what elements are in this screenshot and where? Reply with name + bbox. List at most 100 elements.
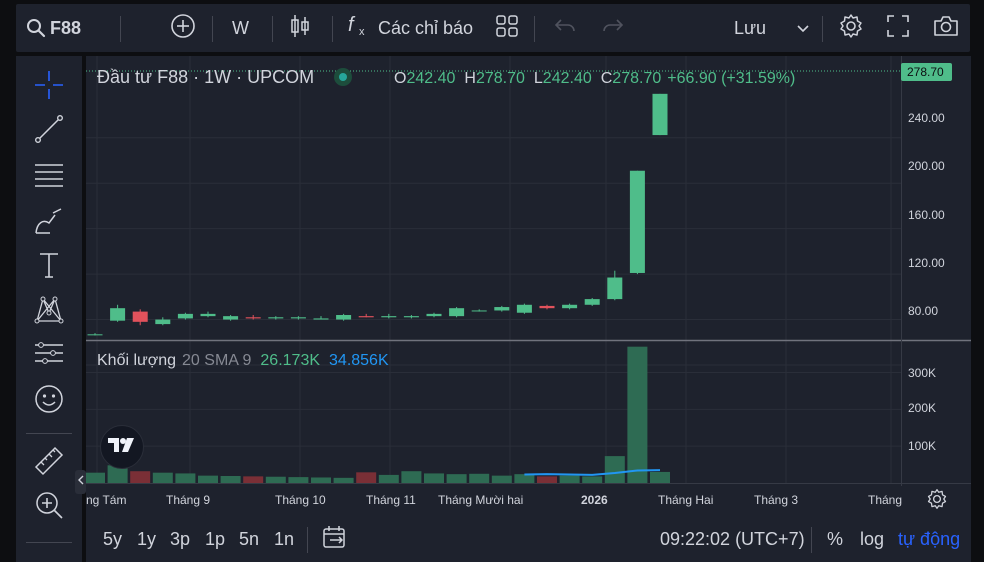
open-label: O [394,70,407,87]
candle-body [584,299,600,305]
range-label: 1n [274,529,295,549]
compare-symbol-button[interactable] [170,4,196,52]
candle-body [471,310,487,312]
chart-area[interactable]: 240.00 200.00 160.00 120.00 80.00 278.70… [86,56,971,562]
range-3p-button[interactable]: 3p [170,517,190,562]
timezone-button[interactable]: 09:22:02 (UTC+7) [660,517,805,562]
pattern-tool[interactable] [30,294,68,328]
candle-body [223,316,239,320]
candle-body [110,308,126,321]
brush-tool[interactable] [30,206,68,240]
volume-bar [559,475,580,483]
icons-tool[interactable] [30,384,68,418]
time-label: Tháng Mười hai [438,493,523,507]
candle-body [177,313,193,319]
divider [534,16,535,42]
settings-button[interactable] [838,4,864,52]
time-label: Tháng 9 [166,493,210,507]
range-label: 1p [205,529,226,549]
candle-body [313,318,329,320]
candle-body [336,315,352,320]
bottom-toolbar: 5y 1y 3p 1p 5n 1n 09:22:02 (UTC+7) % log… [86,517,971,562]
percent-scale-button[interactable]: % [827,517,843,562]
text-icon [33,249,65,286]
volume-bar [627,346,648,483]
time-axis-settings-button[interactable] [926,488,948,510]
symbol-search[interactable]: F88 [26,4,81,52]
candle-body [607,277,623,300]
layouts-button[interactable] [496,4,518,52]
text-tool[interactable] [30,250,68,284]
fullscreen-button[interactable] [886,4,910,52]
market-status-icon[interactable] [334,68,353,86]
crosshair-tool[interactable] [30,70,68,104]
interval-button[interactable]: W [232,4,249,52]
camera-icon [932,14,960,43]
price-tick: 120.00 [908,256,945,270]
measure-tool[interactable] [30,446,68,480]
save-button[interactable]: Lưu [734,4,766,52]
close-label: C [600,70,613,87]
volume-bar [537,476,557,483]
range-1p-button[interactable]: 1p [205,517,225,562]
volume-bar [265,476,286,483]
zoom-in-icon [33,489,65,526]
redo-icon [602,17,624,40]
divider [332,16,333,42]
volume-tick: 100K [908,439,936,453]
candle-body [358,316,374,318]
clock-label: 09:22:02 (UTC+7) [660,529,805,549]
candle-body [268,317,284,319]
forecast-tool[interactable] [30,338,68,372]
undo-button[interactable] [554,4,576,52]
volume-value: 26.173K [260,352,321,369]
tradingview-logo[interactable] [100,425,144,469]
divider [26,542,72,543]
time-label: Tháng 11 [366,493,416,507]
collapse-toolbar-button[interactable] [75,470,86,494]
trend-line-tool[interactable] [30,114,68,148]
chart-legend: Đầu tư F88 · 1W · UPCOM [97,66,353,88]
range-1y-button[interactable]: 1y [137,517,156,562]
low-value: 242.40 [542,70,592,87]
volume-label[interactable]: Khối lượng [97,352,177,369]
volume-bar [311,477,331,483]
save-menu-button[interactable] [796,4,810,52]
candle-body [562,304,578,309]
candle-body [539,305,555,309]
log-label: log [860,529,885,549]
snapshot-button[interactable] [932,4,960,52]
interval-label: W [232,17,249,38]
chart-title[interactable]: Đầu tư F88 · 1W · UPCOM [97,66,315,87]
fib-tool[interactable] [30,160,68,194]
last-price-label: 278.70 [907,65,944,79]
chevron-down-icon [796,18,810,39]
range-5y-button[interactable]: 5y [103,517,122,562]
log-scale-button[interactable]: log [860,517,884,562]
time-label: Tháng [868,493,902,507]
candle-body [87,334,103,336]
go-to-date-button[interactable] [322,517,348,562]
gear-icon [838,13,864,44]
range-label: 3p [170,529,191,549]
price-chart[interactable]: 240.00 200.00 160.00 120.00 80.00 278.70… [86,56,971,517]
time-label: 2026 [581,493,608,507]
price-tick: 200.00 [908,159,945,173]
candle-body [245,317,261,319]
svg-text:f: f [348,14,356,36]
candle-body [652,93,668,136]
price-tick: 80.00 [908,304,938,318]
volume-bar [401,471,422,483]
search-icon [26,18,46,38]
zoom-tool[interactable] [30,490,68,524]
chevron-left-icon [77,473,85,491]
candle-body [494,307,510,311]
sma-label: 20 SMA 9 [182,352,252,369]
range-1n-button[interactable]: 1n [274,517,294,562]
chart-type-button[interactable] [288,4,312,52]
auto-scale-button[interactable]: tự động [898,517,960,562]
redo-button[interactable] [602,4,624,52]
range-5n-button[interactable]: 5n [239,517,259,562]
